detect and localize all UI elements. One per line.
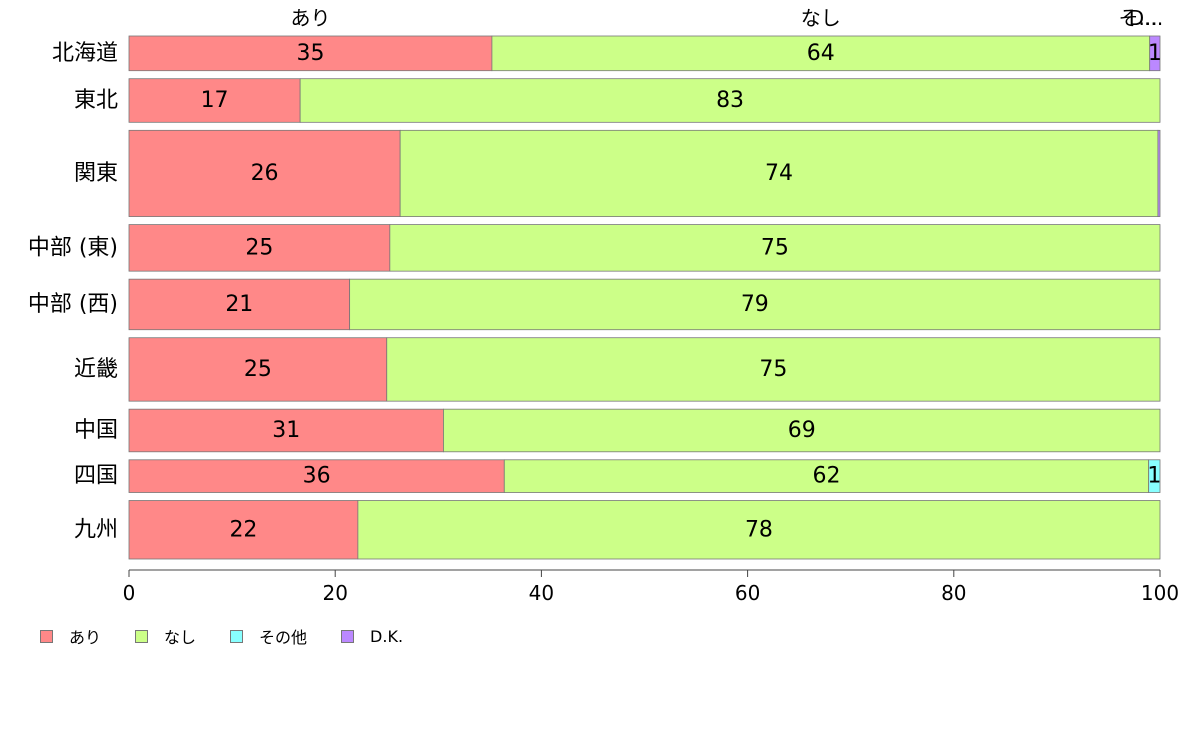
legend-label-sonota: その他: [259, 628, 308, 647]
data-label: 22: [229, 517, 257, 542]
data-label: 36: [303, 464, 331, 489]
x-tick-label: 80: [941, 581, 966, 605]
bar-segment: [128, 500, 359, 560]
data-label: 35: [296, 41, 324, 66]
bar-segment: [128, 337, 388, 402]
bar-segment: [128, 129, 401, 217]
bar-segment: [128, 224, 391, 272]
data-label: 17: [201, 88, 229, 113]
category-label: 関東: [74, 161, 118, 186]
bar-segment: [299, 78, 1161, 123]
bar-segment: [1149, 35, 1161, 72]
top-series-label: なし: [801, 6, 841, 30]
data-label: 1: [1147, 464, 1161, 489]
legend-item-dk: D.K.: [341, 627, 403, 646]
category-label: 四国: [74, 464, 118, 489]
legend-item-sonota: その他: [230, 624, 307, 648]
bar-segment: [1148, 459, 1161, 493]
x-tick-label: 60: [735, 581, 760, 605]
legend-item-nashi: なし: [135, 624, 196, 648]
legend: あり なし その他 D.K.: [40, 624, 437, 648]
category-label: 近畿: [74, 357, 118, 382]
data-label: 69: [788, 418, 816, 443]
bar-segment: [357, 500, 1161, 560]
legend-label-nashi: なし: [164, 628, 197, 647]
category-label: 中国: [74, 418, 118, 443]
bar-segment: [128, 35, 493, 72]
data-label: 75: [761, 235, 789, 260]
top-series-label: そ...: [1118, 6, 1157, 30]
x-tick-label: 100: [1141, 581, 1179, 605]
top-series-label: D...: [1129, 6, 1163, 30]
bar-segment: [443, 408, 1161, 453]
data-label: 25: [244, 357, 272, 382]
data-label: 83: [716, 88, 744, 113]
legend-item-ari: あり: [40, 624, 101, 648]
bar-segment: [128, 278, 351, 331]
bar-segment: [349, 278, 1161, 331]
bar-segment: [399, 129, 1159, 217]
legend-swatch-nashi: [135, 629, 149, 643]
bar-segment: [389, 224, 1161, 272]
data-label: 78: [745, 517, 773, 542]
category-label: 中部 (西): [28, 292, 118, 317]
data-label: 64: [807, 41, 835, 66]
legend-label-dk: D.K.: [370, 626, 404, 646]
legend-swatch-ari: [40, 629, 53, 643]
category-label: 中部 (東): [28, 235, 118, 260]
bar-segment: [128, 408, 444, 453]
legend-label-ari: あり: [69, 628, 102, 647]
data-label: 26: [251, 161, 279, 186]
legend-swatch-dk: [341, 629, 355, 643]
x-tick-label: 0: [123, 581, 136, 605]
bar-segment: [1157, 129, 1161, 217]
legend-swatch-sonota: [230, 629, 244, 643]
bar-segment: [503, 459, 1150, 493]
category-label: 北海道: [52, 41, 118, 66]
data-label: 1: [1148, 41, 1162, 66]
data-label: 31: [272, 418, 300, 443]
top-series-label: あり: [290, 6, 330, 30]
data-label: 25: [245, 235, 273, 260]
bar-segment: [128, 78, 301, 123]
data-label: 79: [741, 292, 769, 317]
data-label: 21: [225, 292, 253, 317]
x-tick-label: 40: [529, 581, 554, 605]
bar-segment: [386, 337, 1161, 402]
data-label: 74: [765, 161, 793, 186]
category-label: 九州: [74, 517, 118, 542]
category-label: 東北: [74, 88, 118, 113]
bar-segment: [128, 459, 505, 493]
x-tick-label: 20: [322, 581, 347, 605]
data-label: 75: [759, 357, 787, 382]
data-label: 62: [812, 464, 840, 489]
